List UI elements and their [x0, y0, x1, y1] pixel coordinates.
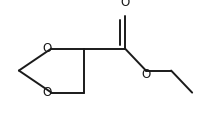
- Text: O: O: [42, 86, 51, 99]
- Text: O: O: [141, 68, 151, 81]
- Text: O: O: [120, 0, 130, 9]
- Text: O: O: [42, 42, 51, 55]
